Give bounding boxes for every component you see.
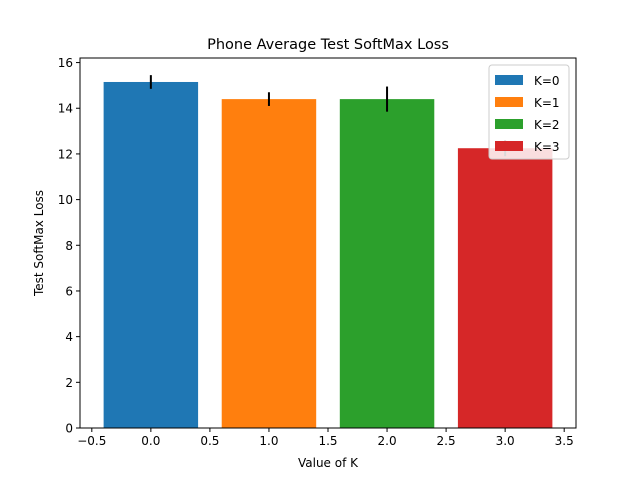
y-tick-label-6: 12	[58, 147, 73, 161]
legend: K=0 K=1 K=2 K=3	[488, 64, 570, 160]
y-tick-label-7: 14	[58, 102, 73, 116]
bar-3	[457, 148, 553, 428]
y-axis: 0 2 4 6 8 10 12 14 16	[58, 56, 80, 436]
x-tick-label-6: 2.5	[437, 434, 456, 448]
error-bars-layer	[149, 75, 507, 157]
x-tick-label-4: 1.5	[318, 434, 337, 448]
bars-layer	[103, 81, 553, 429]
y-tick-label-0: 0	[65, 422, 73, 436]
x-tick-label-2: 0.5	[200, 434, 219, 448]
y-tick-label-5: 10	[58, 193, 73, 207]
x-tick-label-5: 2.0	[378, 434, 397, 448]
legend-label-2: K=2	[534, 118, 560, 132]
chart-title: Phone Average Test SoftMax Loss	[207, 37, 449, 53]
y-tick-label-3: 6	[65, 284, 73, 298]
bar-2	[339, 99, 435, 428]
x-tick-label-3: 1.0	[259, 434, 278, 448]
x-tick-label-1: 0.0	[141, 434, 160, 448]
x-tick-label-0: −0.5	[77, 434, 106, 448]
y-axis-label: Test SoftMax Loss	[32, 190, 46, 297]
legend-label-1: K=1	[534, 96, 560, 110]
legend-box	[488, 64, 570, 160]
x-tick-label-8: 3.5	[555, 434, 574, 448]
y-tick-label-2: 4	[65, 330, 73, 344]
bar-1	[221, 99, 317, 428]
legend-label-3: K=3	[534, 140, 560, 154]
x-axis: −0.5 0.0 0.5 1.0 1.5 2.0 2.5 3.0 3.5	[77, 428, 574, 448]
legend-swatch-1	[495, 97, 523, 107]
y-tick-label-8: 16	[58, 56, 73, 70]
y-tick-label-4: 8	[65, 239, 73, 253]
bar-0	[103, 81, 199, 429]
x-tick-label-7: 3.0	[496, 434, 515, 448]
legend-swatch-2	[495, 119, 523, 129]
legend-label-0: K=0	[534, 74, 560, 88]
legend-swatch-0	[495, 75, 523, 85]
x-axis-label: Value of K	[298, 456, 359, 470]
legend-swatch-3	[495, 141, 523, 151]
y-tick-label-1: 2	[65, 376, 73, 390]
